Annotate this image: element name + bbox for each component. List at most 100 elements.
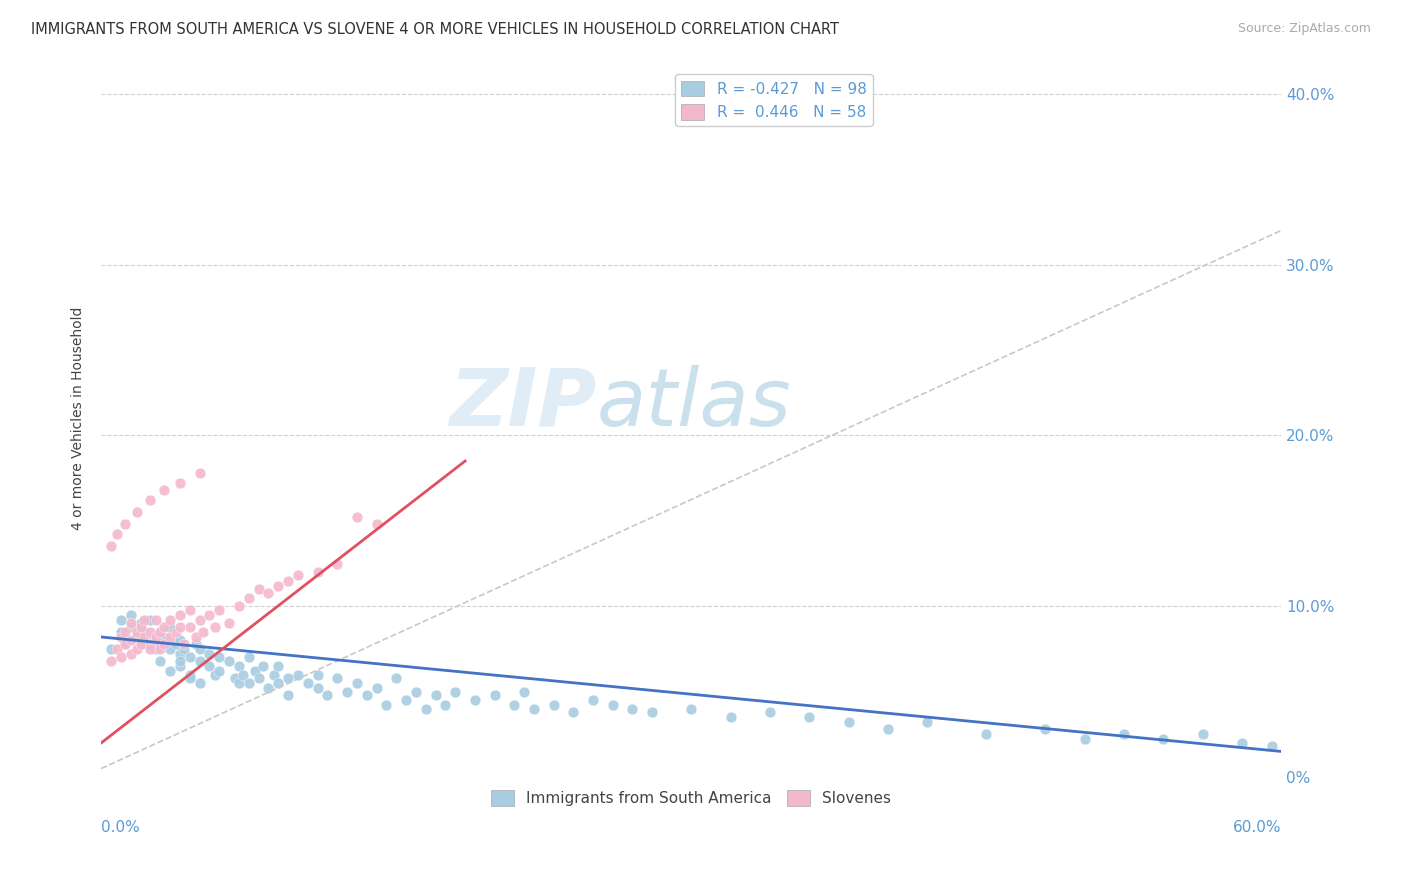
Point xyxy=(105,642,128,657)
Point xyxy=(110,613,132,627)
Point xyxy=(173,637,195,651)
Point xyxy=(129,616,152,631)
Point xyxy=(1152,732,1174,747)
Text: atlas: atlas xyxy=(598,365,792,443)
Point xyxy=(277,688,299,702)
Point xyxy=(179,602,201,616)
Point xyxy=(759,705,782,719)
Point xyxy=(110,650,132,665)
Text: Source: ZipAtlas.com: Source: ZipAtlas.com xyxy=(1237,22,1371,36)
Point xyxy=(198,647,221,661)
Point xyxy=(287,667,309,681)
Point xyxy=(641,705,664,719)
Point xyxy=(267,676,290,690)
Point xyxy=(434,698,457,713)
Point xyxy=(188,613,211,627)
Point xyxy=(125,630,148,644)
Point xyxy=(523,702,546,716)
Point xyxy=(129,637,152,651)
Point xyxy=(838,715,860,730)
Point xyxy=(228,599,250,614)
Point xyxy=(169,607,191,622)
Point xyxy=(307,681,329,696)
Point xyxy=(139,624,162,639)
Point xyxy=(204,667,226,681)
Point xyxy=(562,705,585,719)
Point xyxy=(326,557,349,571)
Point xyxy=(165,624,187,639)
Point xyxy=(179,671,201,685)
Point xyxy=(125,624,148,639)
Point xyxy=(153,620,176,634)
Point xyxy=(120,620,142,634)
Point xyxy=(114,624,136,639)
Point xyxy=(184,637,207,651)
Point xyxy=(114,637,136,651)
Point xyxy=(159,630,181,644)
Point xyxy=(179,620,201,634)
Point xyxy=(395,693,418,707)
Point xyxy=(208,650,231,665)
Point xyxy=(169,654,191,668)
Point xyxy=(267,659,290,673)
Point xyxy=(105,527,128,541)
Point xyxy=(543,698,565,713)
Point xyxy=(1230,736,1253,750)
Point xyxy=(145,613,167,627)
Point xyxy=(169,476,191,491)
Point xyxy=(877,723,900,737)
Point xyxy=(1073,732,1095,747)
Point xyxy=(267,579,290,593)
Point xyxy=(307,667,329,681)
Point xyxy=(110,624,132,639)
Point xyxy=(120,607,142,622)
Point xyxy=(169,659,191,673)
Point xyxy=(188,642,211,657)
Point xyxy=(336,684,359,698)
Point xyxy=(415,702,437,716)
Point xyxy=(169,633,191,648)
Point xyxy=(307,565,329,579)
Point xyxy=(134,624,156,639)
Point xyxy=(100,642,122,657)
Point xyxy=(375,698,398,713)
Point xyxy=(366,517,388,532)
Point xyxy=(173,642,195,657)
Point xyxy=(169,647,191,661)
Point xyxy=(228,659,250,673)
Point xyxy=(188,466,211,480)
Point xyxy=(602,698,624,713)
Point xyxy=(179,667,201,681)
Point xyxy=(120,633,142,648)
Point xyxy=(149,642,172,657)
Point xyxy=(238,591,260,605)
Point xyxy=(503,698,526,713)
Point xyxy=(193,624,215,639)
Y-axis label: 4 or more Vehicles in Household: 4 or more Vehicles in Household xyxy=(72,307,86,530)
Point xyxy=(139,633,162,648)
Point xyxy=(139,642,162,657)
Point xyxy=(139,493,162,508)
Point xyxy=(238,676,260,690)
Point xyxy=(139,637,162,651)
Point xyxy=(1035,723,1057,737)
Point xyxy=(243,664,266,678)
Point xyxy=(425,688,447,702)
Point xyxy=(139,613,162,627)
Point xyxy=(444,684,467,698)
Point xyxy=(149,624,172,639)
Point xyxy=(165,637,187,651)
Point xyxy=(316,688,339,702)
Point xyxy=(149,624,172,639)
Point xyxy=(228,676,250,690)
Point xyxy=(198,659,221,673)
Point xyxy=(198,607,221,622)
Point xyxy=(159,664,181,678)
Point xyxy=(120,616,142,631)
Point xyxy=(149,637,172,651)
Text: ZIP: ZIP xyxy=(450,365,598,443)
Point xyxy=(464,693,486,707)
Point xyxy=(120,647,142,661)
Point xyxy=(129,637,152,651)
Point xyxy=(159,613,181,627)
